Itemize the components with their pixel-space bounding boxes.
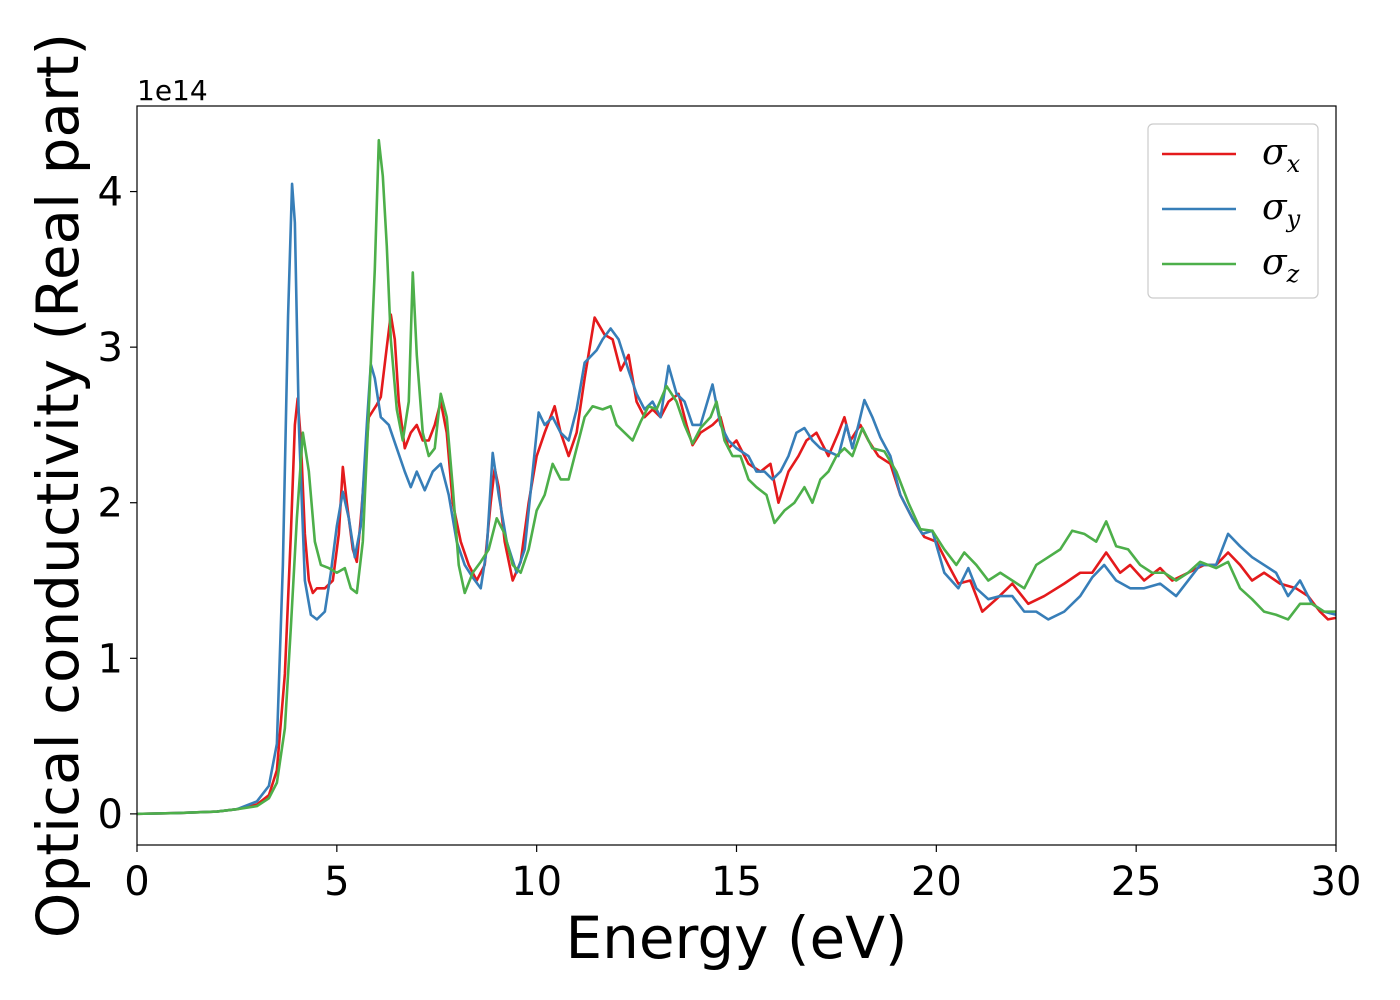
legend: σx σy σz	[1147, 123, 1319, 299]
x-tick-label: 0	[124, 859, 149, 905]
x-tick-label: 15	[711, 859, 762, 905]
y-tick-label: 1	[98, 636, 123, 682]
y-axis-offset-label: 1e14	[137, 74, 208, 107]
x-axis-label: Energy (eV)	[565, 904, 907, 972]
x-tick-label: 30	[1311, 859, 1362, 905]
legend-box	[1147, 123, 1319, 299]
x-tick-label: 10	[511, 859, 562, 905]
x-axis: 0 5 10 15 20 25 30	[124, 845, 1361, 905]
y-axis-label: Optical conductivity (Real part)	[24, 33, 92, 938]
legend-label-x: σx	[1262, 132, 1301, 178]
series-layer	[137, 138, 1336, 816]
y-axis: 0 1 2 3 4	[98, 170, 137, 838]
series-line-y	[137, 182, 1336, 816]
y-tick-label: 0	[98, 792, 123, 838]
legend-label-z: σz	[1262, 242, 1300, 288]
x-tick-label: 20	[911, 859, 962, 905]
series-line-z	[137, 138, 1336, 816]
y-tick-label: 4	[98, 170, 123, 216]
x-tick-label: 25	[1111, 859, 1162, 905]
y-tick-label: 3	[98, 325, 123, 371]
legend-label-y: σy	[1262, 187, 1301, 233]
y-tick-label: 2	[98, 481, 123, 527]
x-tick-label: 5	[324, 859, 349, 905]
